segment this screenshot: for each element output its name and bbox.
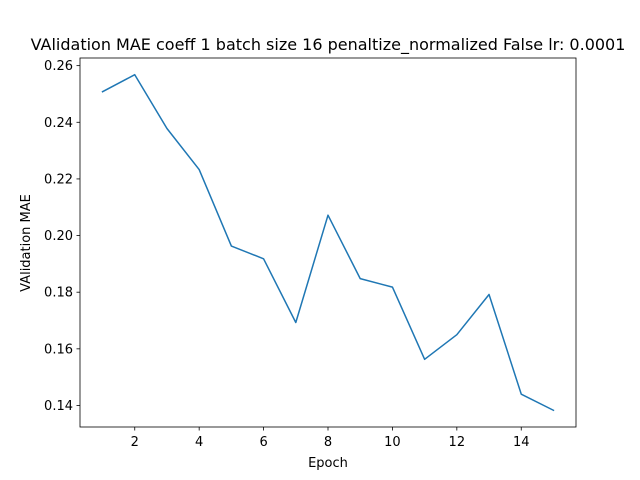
- chart-title: VAlidation MAE coeff 1 batch size 16 pen…: [31, 35, 626, 55]
- y-tick-label: 0.18: [44, 286, 73, 301]
- series-line-0: [101, 73, 555, 412]
- y-tick-label: 0.16: [44, 342, 73, 357]
- x-tick-label: 2: [131, 435, 139, 450]
- x-tick-label: 12: [449, 435, 466, 450]
- x-axis-label: Epoch: [308, 456, 348, 471]
- x-tick-label: 4: [195, 435, 203, 450]
- y-axis-ticks: 0.14 0.16 0.18 0.20 0.22 0.24 0.26: [44, 59, 80, 414]
- y-tick-label: 0.26: [44, 59, 73, 74]
- y-tick-label: 0.24: [44, 116, 73, 131]
- y-tick-label: 0.20: [44, 229, 73, 244]
- y-tick-label: 0.14: [44, 399, 73, 414]
- y-axis-label: VAlidation MAE: [19, 194, 34, 292]
- x-tick-label: 6: [259, 435, 267, 450]
- x-tick-label: 10: [384, 435, 401, 450]
- x-tick-label: 8: [324, 435, 332, 450]
- x-axis-ticks: 2 4 6 8 10 12 14: [131, 427, 530, 450]
- y-tick-label: 0.22: [44, 172, 73, 187]
- x-tick-label: 14: [513, 435, 530, 450]
